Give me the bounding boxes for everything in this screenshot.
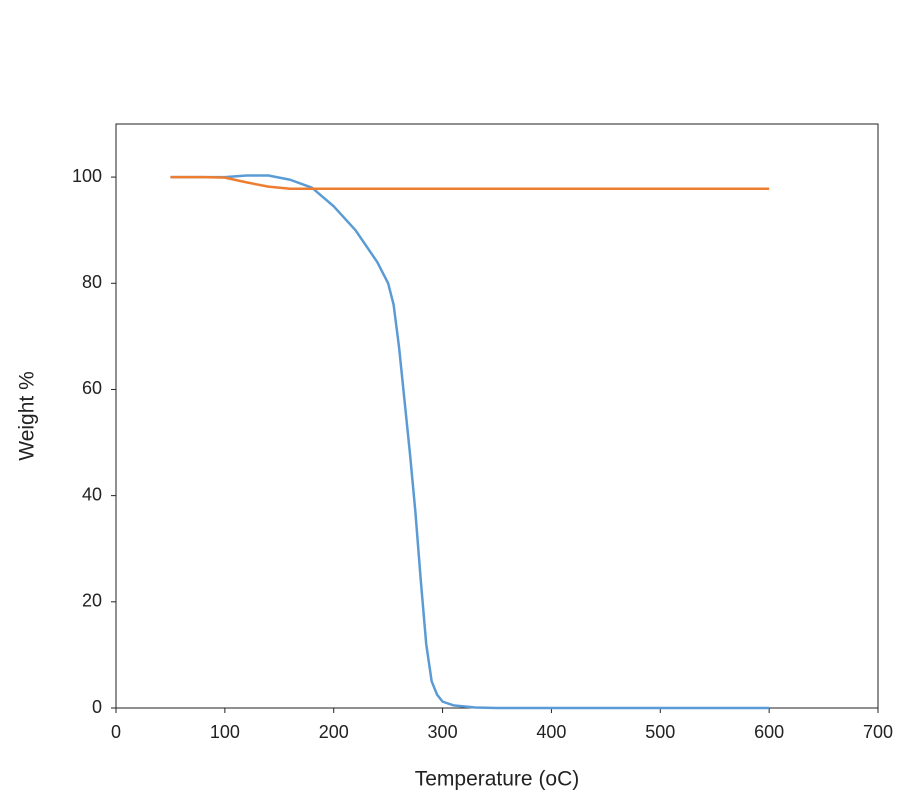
plot-frame <box>115 123 879 709</box>
y-tick-label: 60 <box>82 378 102 398</box>
y-tick-label: 20 <box>82 591 102 611</box>
y-tick-label: 0 <box>92 697 102 717</box>
x-tick-label: 700 <box>863 722 893 742</box>
x-tick-label: 600 <box>754 722 784 742</box>
data-line <box>170 175 770 191</box>
y-tick-label: 40 <box>82 484 102 504</box>
x-tick-label: 200 <box>319 722 349 742</box>
x-tick-label: 300 <box>428 722 458 742</box>
x-tick-label: 100 <box>210 722 240 742</box>
y-tick-label: 100 <box>72 166 102 186</box>
x-axis-title: Temperature (oC) <box>415 768 580 791</box>
y-tick-label: 80 <box>82 272 102 292</box>
data-line <box>170 174 770 710</box>
x-tick-label: 400 <box>536 722 566 742</box>
x-tick-label: 0 <box>111 722 121 742</box>
x-tick-label: 500 <box>645 722 675 742</box>
y-axis-title: Weight % <box>16 371 39 461</box>
